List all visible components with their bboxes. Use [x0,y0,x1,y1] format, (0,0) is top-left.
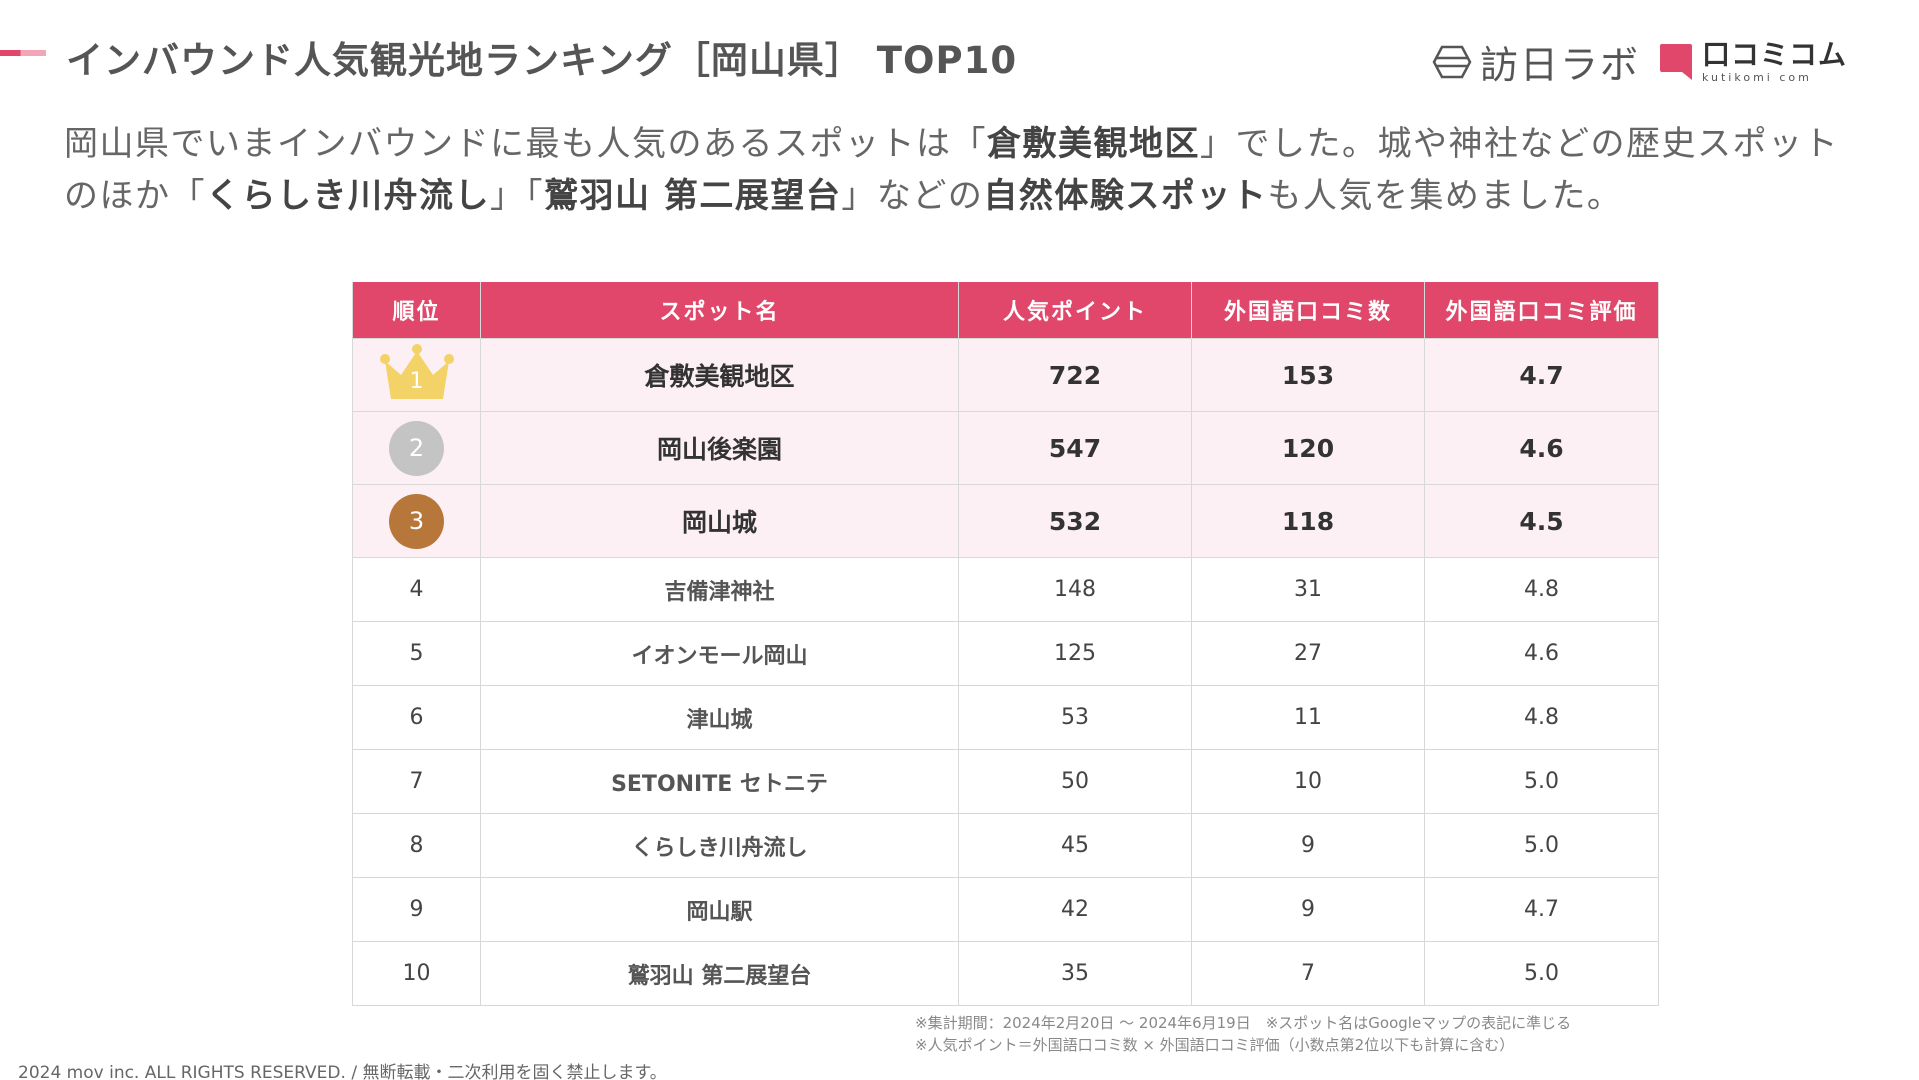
spot-name-cell: 岡山城 [480,484,959,558]
points-cell: 45 [958,813,1192,878]
points-cell: 547 [958,411,1192,485]
review-count-cell: 9 [1191,813,1425,878]
spot-name-cell: くらしき川舟流し [480,813,959,878]
points-cell: 722 [958,338,1192,412]
review-count-cell: 120 [1191,411,1425,485]
header-review-count: 外国語口コミ数 [1191,282,1425,339]
points-cell: 532 [958,484,1192,558]
intro-text: 岡山県でいまインバウンドに最も人気のあるスポットは「 [64,124,987,164]
kuchikomi-com-logo-subtext: kutikomi com [1701,70,1812,84]
rank-cell: 8 [352,813,481,878]
rating-cell: 4.8 [1424,557,1659,622]
rank-cell: 3 [352,484,481,558]
silver-medal-icon: 2 [389,420,444,476]
intro-highlight: 鷲羽山 第二展望台 [544,176,842,216]
points-cell: 125 [958,621,1192,686]
intro-highlight: くらしき川舟流し [206,176,490,216]
ranking-table-container: 順位 スポット名 人気ポイント 外国語口コミ数 外国語口コミ評価 [352,282,1659,1006]
spot-name-cell: 岡山後楽園 [480,411,959,485]
intro-text: 」などの [841,176,984,216]
review-count-cell: 10 [1191,749,1425,814]
points-cell: 42 [958,877,1192,942]
table-row: 3 岡山城 532 118 4.5 [352,484,1659,558]
rating-cell: 4.5 [1424,484,1659,558]
header-points: 人気ポイント [958,282,1192,339]
table-row: 4 吉備津神社 148 31 4.8 [352,557,1659,622]
spot-name-cell: イオンモール岡山 [480,621,959,686]
copyright: 2024 mov inc. ALL RIGHTS RESERVED. / 無断転… [18,1063,667,1080]
rating-cell: 5.0 [1424,749,1659,814]
rank-number: 1 [409,369,424,394]
table-row: 5 イオンモール岡山 125 27 4.6 [352,621,1659,686]
rank-cell: 4 [352,557,481,622]
footnote-period: ※集計期間：2024年2月20日 〜 2024年6月19日 ※スポット名はGoo… [915,1014,1572,1032]
spot-name-cell: SETONITE セトニテ [480,749,959,814]
spot-name-cell: 吉備津神社 [480,557,959,622]
points-cell: 50 [958,749,1192,814]
rank-cell: 5 [352,621,481,686]
table-row: 7 SETONITE セトニテ 50 10 5.0 [352,749,1659,814]
review-count-cell: 153 [1191,338,1425,412]
rating-cell: 5.0 [1424,941,1659,1006]
logos: 訪日ラボ 口コミコム kutikomi com [1432,34,1847,89]
intro-text: 」でした。城や神社などの歴史スポットのほか「 [64,124,1839,216]
review-count-cell: 7 [1191,941,1425,1006]
spot-name-cell: 岡山駅 [480,877,959,942]
spot-name-cell: 津山城 [480,685,959,750]
title-accent-bar [0,50,46,56]
spot-name-cell: 鷲羽山 第二展望台 [480,941,959,1006]
review-count-cell: 9 [1191,877,1425,942]
rating-cell: 4.7 [1424,877,1659,942]
points-cell: 148 [958,557,1192,622]
table-row: 9 岡山駅 42 9 4.7 [352,877,1659,942]
intro-text: 」「 [490,176,544,216]
page-title: インバウンド人気観光地ランキング［岡山県］ TOP10 [66,39,1018,82]
rating-cell: 4.7 [1424,338,1659,412]
footnotes: ※集計期間：2024年2月20日 〜 2024年6月19日 ※スポット名はGoo… [915,1012,1571,1056]
houjin-lab-logo-text: 訪日ラボ [1479,43,1640,87]
header-rank: 順位 [352,282,481,339]
rating-cell: 5.0 [1424,813,1659,878]
table-row: 1 倉敷美観地区 722 153 4.7 [352,338,1659,412]
review-count-cell: 27 [1191,621,1425,686]
rating-cell: 4.8 [1424,685,1659,750]
table-row: 10 鷲羽山 第二展望台 35 7 5.0 [352,941,1659,1006]
ranking-table: 順位 スポット名 人気ポイント 外国語口コミ数 外国語口コミ評価 [352,282,1659,1006]
spot-name-cell: 倉敷美観地区 [480,338,959,412]
rank-cell: 1 [352,338,481,412]
houjin-lab-icon [1432,45,1472,78]
rating-cell: 4.6 [1424,411,1659,485]
review-count-cell: 11 [1191,685,1425,750]
header-review-rating: 外国語口コミ評価 [1424,282,1659,339]
rank-cell: 6 [352,685,481,750]
intro-highlight: 倉敷美観地区 [987,124,1200,164]
table-header-row: 順位 スポット名 人気ポイント 外国語口コミ数 外国語口コミ評価 [352,282,1659,339]
review-count-cell: 31 [1191,557,1425,622]
bronze-medal-icon: 3 [389,493,444,549]
rating-cell: 4.6 [1424,621,1659,686]
table-row: 6 津山城 53 11 4.8 [352,685,1659,750]
intro-paragraph: 岡山県でいまインバウンドに最も人気のあるスポットは「倉敷美観地区」でした。城や神… [64,118,1854,222]
houjin-lab-logo: 訪日ラボ [1432,34,1640,89]
intro-text: も人気を集めました。 [1267,176,1623,216]
kuchikomi-com-logo: 口コミコム kutikomi com [1658,37,1847,84]
rank-cell: 10 [352,941,481,1006]
rank-cell: 2 [352,411,481,485]
rank-cell: 9 [352,877,481,942]
review-count-cell: 118 [1191,484,1425,558]
kuchikomi-com-logo-text: 口コミコム [1701,37,1847,71]
footnote-formula: ※人気ポイント＝外国語口コミ数 × 外国語口コミ評価（小数点第2位以下も計算に含… [915,1036,1515,1054]
points-cell: 53 [958,685,1192,750]
intro-highlight: 自然体験スポット [983,176,1268,216]
speech-bubble-icon [1659,43,1692,80]
gold-crown-icon: 1 [377,341,457,403]
rank-cell: 7 [352,749,481,814]
points-cell: 35 [958,941,1192,1006]
table-row: 2 岡山後楽園 547 120 4.6 [352,411,1659,485]
header-spot-name: スポット名 [480,282,959,339]
table-row: 8 くらしき川舟流し 45 9 5.0 [352,813,1659,878]
